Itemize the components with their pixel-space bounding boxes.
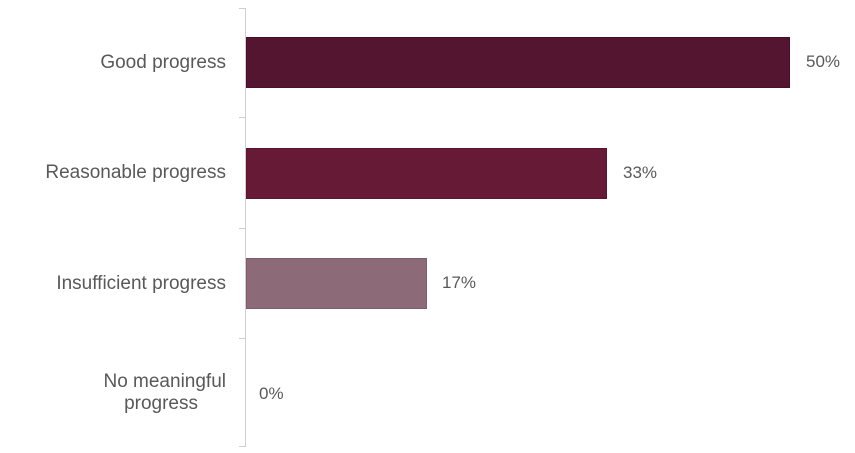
category-label-line: progress [124,393,198,414]
axis-tick [239,228,246,229]
axis-tick [239,8,246,9]
category-label-insufficient-progress: Insufficient progress [56,273,226,294]
bar-good-progress [246,37,790,88]
axis-tick [239,446,246,447]
category-label-good-progress: Good progress [100,52,226,73]
value-label-no-meaningful-progress: 0% [259,384,284,403]
category-axis [245,8,246,447]
value-label-good-progress: 50% [806,52,841,71]
category-label-line: No meaningful [103,371,226,392]
axis-tick [239,117,246,118]
axis-tick [239,338,246,339]
value-label-insufficient-progress: 17% [442,273,477,292]
value-label-reasonable-progress: 33% [623,163,658,182]
bar-reasonable-progress [246,148,607,199]
category-label-no-meaningful-progress: No meaningful progress [0,371,226,415]
bar-insufficient-progress [246,258,427,309]
category-label-reasonable-progress: Reasonable progress [45,162,226,183]
